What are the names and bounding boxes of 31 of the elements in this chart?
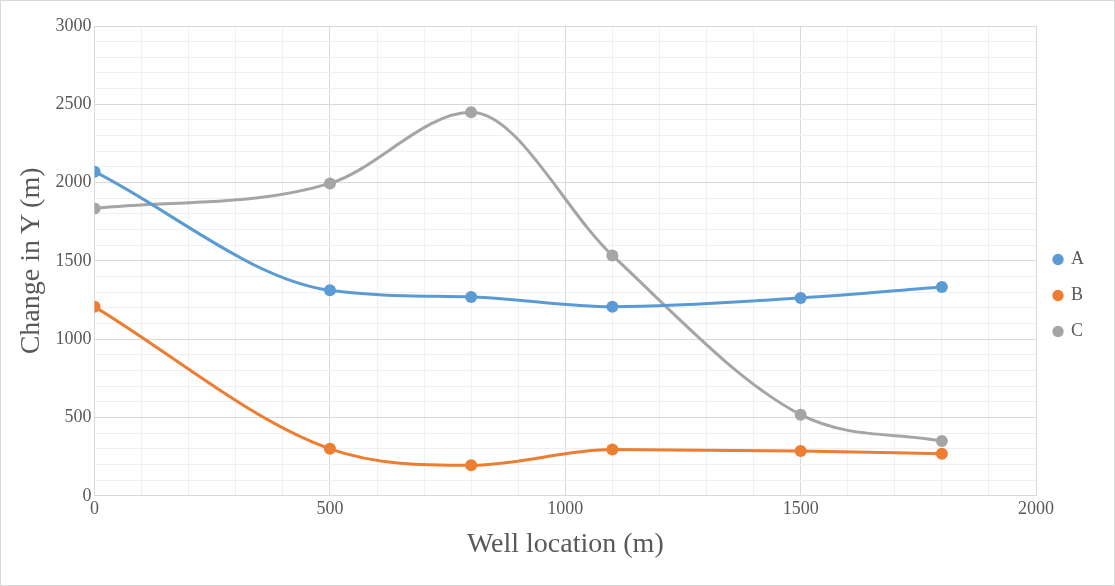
point bbox=[606, 300, 619, 313]
y-tick-label: 2500 bbox=[55, 93, 92, 114]
x-axis-title: Well location (m) bbox=[466, 526, 664, 558]
point bbox=[794, 292, 807, 305]
y-tick-label: 3000 bbox=[55, 14, 92, 35]
point bbox=[935, 447, 948, 460]
point bbox=[935, 281, 948, 294]
x-tick-label: 2000 bbox=[1018, 498, 1054, 519]
point bbox=[794, 445, 807, 458]
point bbox=[323, 177, 336, 190]
point bbox=[935, 434, 948, 447]
x-tick-label: 1500 bbox=[782, 498, 819, 519]
x-tick-label: 1000 bbox=[547, 498, 584, 519]
legend-label: A bbox=[1071, 248, 1084, 269]
point bbox=[465, 106, 478, 119]
point bbox=[606, 443, 619, 456]
legend-label: C bbox=[1071, 320, 1084, 341]
y-tick-label: 0 bbox=[82, 484, 92, 505]
x-tick-label: 500 bbox=[316, 498, 344, 519]
point bbox=[323, 442, 336, 455]
y-tick-label: 1000 bbox=[55, 327, 92, 348]
y-axis-title: Change in Y (m) bbox=[14, 167, 46, 355]
point bbox=[465, 459, 478, 472]
y-tick-label: 1500 bbox=[55, 249, 92, 270]
point bbox=[606, 249, 619, 262]
point bbox=[794, 408, 807, 421]
legend-label: B bbox=[1071, 284, 1084, 305]
point bbox=[465, 290, 478, 303]
y-tick-label: 500 bbox=[64, 406, 92, 427]
point bbox=[323, 284, 336, 297]
y-tick-label: 2000 bbox=[55, 171, 92, 192]
